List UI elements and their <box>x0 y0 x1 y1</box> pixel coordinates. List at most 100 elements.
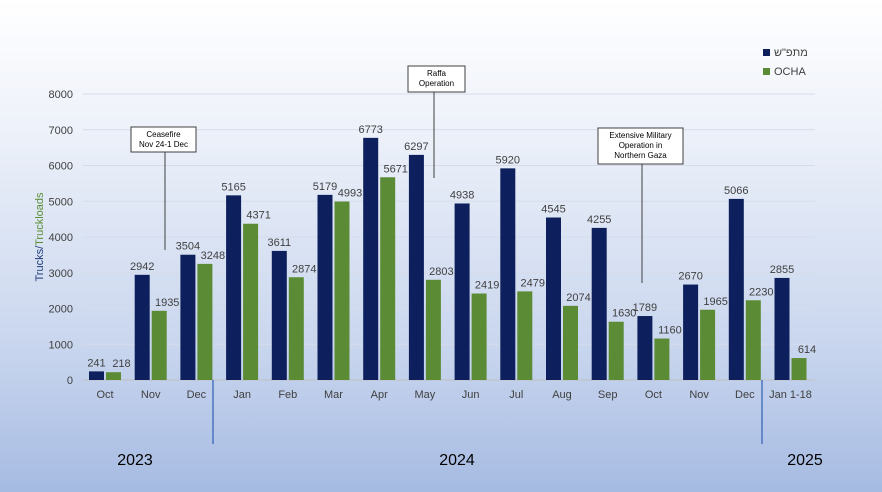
year-label: 2023 <box>117 452 153 469</box>
x-tick-label: Aug <box>552 389 572 401</box>
bar-cogat <box>637 316 653 380</box>
bar-cogat <box>226 195 242 380</box>
data-label: 2479 <box>521 277 545 289</box>
legend-swatch <box>763 68 770 75</box>
annotation-text: Operation in <box>619 141 663 150</box>
data-label: 6773 <box>358 124 382 136</box>
x-tick-label: Oct <box>645 389 662 401</box>
data-label: 2230 <box>749 286 773 298</box>
data-label: 5671 <box>383 163 407 175</box>
data-label: 5920 <box>496 154 520 166</box>
x-tick-label: Oct <box>96 389 113 401</box>
bar-ocha <box>380 177 396 380</box>
data-label: 3248 <box>201 250 225 262</box>
x-tick-label: Nov <box>689 389 709 401</box>
bar-ocha <box>243 223 259 380</box>
bar-ocha <box>608 321 624 380</box>
data-label: 1965 <box>703 296 727 308</box>
x-tick-label: Feb <box>278 389 297 401</box>
data-label: 3611 <box>267 237 291 249</box>
bar-ocha <box>106 372 121 380</box>
data-label: 2874 <box>292 263 316 275</box>
bar-cogat <box>134 274 150 380</box>
data-label: 6297 <box>404 141 428 153</box>
x-tick-label: Dec <box>187 389 207 401</box>
bar-ocha <box>425 279 441 380</box>
bar-cogat <box>408 154 424 380</box>
data-label: 2855 <box>770 264 794 276</box>
bar-cogat <box>363 137 379 380</box>
data-label: 3504 <box>176 241 200 253</box>
y-tick-label: 4000 <box>49 232 73 244</box>
data-label: 1935 <box>155 297 179 309</box>
x-tick-label: Jun <box>462 389 480 401</box>
data-label: 2942 <box>130 261 154 273</box>
data-label: 2419 <box>475 280 499 292</box>
y-tick-label: 1000 <box>49 339 73 351</box>
annotation-text: Nov 24-1 Dec <box>139 140 188 149</box>
bar-ocha <box>700 309 716 380</box>
bar-ocha <box>745 300 761 380</box>
data-label: 5165 <box>221 181 245 193</box>
data-label: 218 <box>112 358 130 370</box>
bar-cogat <box>271 250 287 380</box>
data-label: 614 <box>798 344 816 356</box>
bar-ocha <box>197 263 213 380</box>
data-label: 1789 <box>633 302 657 314</box>
x-tick-label: Jan 1-18 <box>769 389 812 401</box>
year-label: 2024 <box>439 452 475 469</box>
data-label: 2803 <box>429 266 453 278</box>
legend-swatch <box>763 49 770 56</box>
legend-label: OCHA <box>774 66 806 78</box>
data-label: 1630 <box>612 308 636 320</box>
bar-cogat <box>591 227 607 380</box>
bar-ocha <box>334 201 350 380</box>
bar-cogat <box>89 371 104 380</box>
data-label: 241 <box>87 357 105 369</box>
data-label: 5066 <box>724 185 748 197</box>
y-tick-label: 8000 <box>49 89 73 101</box>
data-label: 4371 <box>246 210 270 222</box>
bar-cogat <box>454 203 470 380</box>
x-tick-label: Jan <box>233 389 251 401</box>
x-tick-label: Jul <box>509 389 523 401</box>
bar-ocha <box>288 277 304 380</box>
year-label: 2025 <box>787 452 823 469</box>
bar-cogat <box>180 254 196 380</box>
data-label: 5179 <box>313 181 337 193</box>
bar-cogat <box>317 194 333 380</box>
bar-cogat <box>546 217 561 380</box>
data-label: 4938 <box>450 189 474 201</box>
annotation-text: Ceasefire <box>146 130 181 139</box>
y-axis-label: Trucks/Truckloads <box>34 192 46 282</box>
y-tick-label: 2000 <box>49 304 73 316</box>
annotation-text: Extensive Military <box>609 131 671 140</box>
x-tick-label: Mar <box>324 389 343 401</box>
bar-ocha <box>151 310 167 380</box>
annotation-text: Northern Gaza <box>614 151 667 160</box>
y-tick-label: 6000 <box>49 161 73 173</box>
bar-ocha <box>791 358 807 380</box>
y-tick-label: 3000 <box>49 268 73 280</box>
data-label: 2670 <box>678 271 702 283</box>
y-tick-label: 5000 <box>49 196 73 208</box>
bar-ocha <box>654 338 670 380</box>
x-tick-label: Apr <box>371 389 388 401</box>
x-tick-label: Dec <box>735 389 755 401</box>
data-label: 4993 <box>338 188 362 200</box>
bar-cogat <box>774 277 790 380</box>
annotation-box <box>597 127 684 165</box>
y-tick-label: 0 <box>67 375 73 387</box>
data-label: 4545 <box>541 204 565 216</box>
annotation-box <box>130 126 197 153</box>
bar-cogat <box>728 198 744 380</box>
bar-ocha <box>563 305 578 380</box>
x-tick-label: May <box>415 389 436 401</box>
data-label: 4255 <box>587 214 611 226</box>
data-label: 2074 <box>566 292 590 304</box>
bar-ocha <box>517 291 533 380</box>
bar-cogat <box>500 168 516 380</box>
bar-cogat <box>683 284 699 380</box>
